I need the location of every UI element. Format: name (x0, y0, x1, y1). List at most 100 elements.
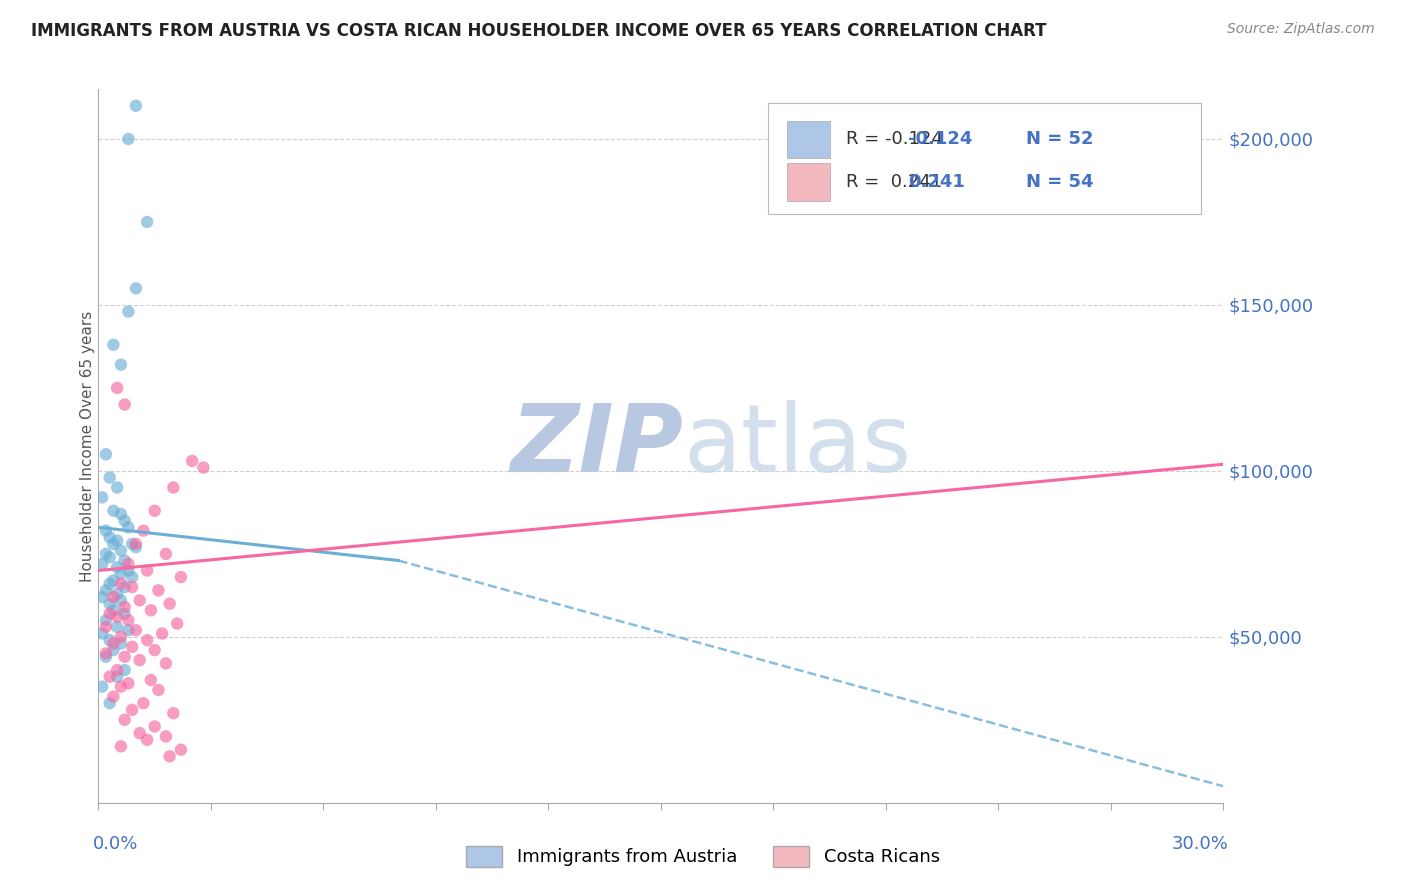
Point (170, 570, 193, 584)
Point (125, 99, 148, 113)
Point (103, 590, 125, 604)
Point (103, 603, 125, 617)
Point (98, 607, 121, 621)
Point (94, 524, 117, 538)
Point (110, 566, 132, 581)
Point (105, 381, 128, 395)
Point (125, 624, 148, 638)
Point (110, 576, 132, 591)
Text: N = 54: N = 54 (1026, 173, 1094, 191)
Point (105, 670, 128, 684)
Text: Source: ZipAtlas.com: Source: ZipAtlas.com (1227, 22, 1375, 37)
Point (110, 636, 132, 650)
Point (155, 657, 177, 671)
Point (117, 613, 139, 627)
Point (128, 726, 150, 740)
Point (150, 626, 173, 640)
Point (103, 690, 125, 704)
Point (94, 647, 117, 661)
FancyBboxPatch shape (768, 103, 1201, 214)
Point (166, 616, 188, 631)
Point (114, 663, 136, 677)
Point (105, 610, 128, 624)
Point (103, 636, 125, 650)
Point (103, 574, 125, 588)
Point (181, 454, 204, 468)
Point (128, 653, 150, 667)
Point (148, 583, 170, 598)
Point (110, 507, 132, 521)
Point (143, 643, 166, 657)
Point (103, 537, 125, 551)
Point (105, 663, 128, 677)
Text: atlas: atlas (683, 400, 911, 492)
Point (117, 557, 139, 571)
Point (117, 624, 139, 638)
Point (114, 649, 136, 664)
Text: IMMIGRANTS FROM AUSTRIA VS COSTA RICAN HOUSEHOLDER INCOME OVER 65 YEARS CORRELAT: IMMIGRANTS FROM AUSTRIA VS COSTA RICAN H… (31, 22, 1046, 40)
Text: 0.0%: 0.0% (93, 835, 138, 853)
Legend: Immigrants from Austria, Costa Ricans: Immigrants from Austria, Costa Ricans (458, 838, 948, 874)
Point (117, 304, 139, 318)
Point (125, 281, 148, 295)
Point (159, 749, 181, 764)
Point (121, 580, 143, 594)
Point (143, 719, 166, 733)
Point (125, 537, 148, 551)
Point (117, 676, 139, 690)
Point (155, 547, 177, 561)
Point (105, 533, 128, 548)
Point (148, 682, 170, 697)
Point (105, 620, 128, 634)
Point (162, 706, 184, 721)
Point (105, 560, 128, 574)
Point (110, 680, 132, 694)
Point (105, 481, 128, 495)
Point (132, 696, 155, 710)
Point (98, 670, 121, 684)
Point (98, 597, 121, 611)
Point (121, 570, 143, 584)
Text: R = -0.124: R = -0.124 (846, 130, 943, 148)
Point (132, 524, 155, 538)
Point (114, 397, 136, 411)
Point (110, 739, 132, 754)
Point (110, 630, 132, 644)
Point (98, 550, 121, 565)
Point (94, 547, 117, 561)
Point (159, 597, 181, 611)
Point (139, 603, 162, 617)
Point (136, 564, 159, 578)
Point (114, 580, 136, 594)
Point (98, 696, 121, 710)
Point (128, 593, 150, 607)
Point (155, 730, 177, 744)
Point (117, 132, 139, 146)
FancyBboxPatch shape (787, 120, 830, 158)
Y-axis label: Householder Income Over 65 years: Householder Income Over 65 years (80, 310, 94, 582)
Point (117, 564, 139, 578)
Text: 0.241: 0.241 (908, 173, 965, 191)
Point (94, 649, 117, 664)
Text: 30.0%: 30.0% (1173, 835, 1229, 853)
Point (114, 599, 136, 614)
Point (110, 358, 132, 372)
Point (125, 540, 148, 554)
Point (114, 713, 136, 727)
Point (105, 587, 128, 601)
Point (193, 460, 215, 475)
Point (162, 481, 184, 495)
Point (139, 673, 162, 687)
Point (94, 620, 117, 634)
Text: -0.124: -0.124 (908, 130, 973, 148)
Point (94, 613, 117, 627)
Point (143, 504, 166, 518)
Point (136, 732, 159, 747)
Point (170, 742, 193, 756)
Point (98, 576, 121, 591)
Point (114, 607, 136, 621)
Point (114, 553, 136, 567)
Point (117, 520, 139, 534)
Point (94, 447, 117, 461)
Point (98, 633, 121, 648)
